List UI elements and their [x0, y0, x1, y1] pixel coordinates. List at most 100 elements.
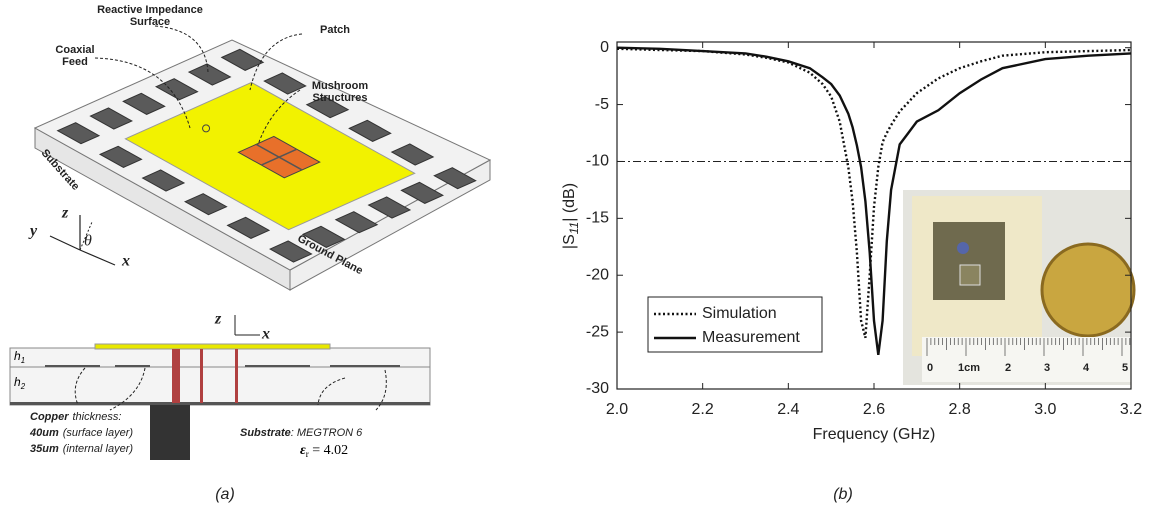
- photo-patch: [933, 222, 1005, 300]
- caption-b: (b): [833, 486, 853, 503]
- mushroom-gap: [261, 148, 298, 166]
- h2-label-sub: 2: [20, 382, 26, 391]
- substrate-material: : MEGTRON 6: [291, 427, 363, 439]
- theta-line: [79, 221, 93, 251]
- callout-arrow: [375, 369, 387, 411]
- eps-symbol: ε: [300, 443, 306, 458]
- axis-y: y: [28, 223, 38, 240]
- callout-arrow: [249, 33, 303, 91]
- ylabel-prefix: |S: [561, 234, 578, 249]
- y-tick-label: -15: [586, 210, 609, 227]
- substrate-word: Substrate: [240, 427, 291, 439]
- legend-label: Measurement: [702, 329, 800, 346]
- permittivity-label: εr = 4.02: [300, 443, 348, 459]
- y-axis-label: |S11| (dB): [561, 183, 581, 249]
- ris-cell: [305, 96, 350, 119]
- label-feed: Coaxial: [55, 44, 94, 56]
- l40-value: 40um: [29, 427, 59, 439]
- x-tick-label: 2.6: [863, 401, 885, 418]
- callout-arrow: [154, 25, 209, 73]
- axis-theta: θ: [84, 233, 92, 250]
- label-ris: Reactive Impedance: [97, 4, 203, 16]
- x-tick-label: 2.2: [692, 401, 714, 418]
- ris-cell: [226, 216, 271, 239]
- ris-cell: [220, 48, 265, 71]
- s11-chart: (b) 0 1cm 2 3 4 5 2.0 2.2 2.4 2.6 2.8 3.0 3.2 0 -5 -10 -1…: [561, 39, 1142, 503]
- l40-note: (surface layer): [63, 427, 134, 439]
- ris-cell: [122, 92, 166, 115]
- ylabel-suffix: | (dB): [561, 183, 578, 222]
- via: [235, 349, 238, 403]
- axis-arrow: [79, 249, 116, 266]
- copper-label: Copper thickness:: [30, 411, 121, 423]
- l35-value: 35um: [30, 443, 59, 455]
- ruler-label: 0: [927, 362, 933, 374]
- y-tick-label: 0: [600, 39, 609, 56]
- ruler-label: 4: [1083, 362, 1090, 374]
- ris-cell: [433, 167, 477, 190]
- ruler-label: 2: [1005, 362, 1011, 374]
- label-mushroom: Mushroom: [312, 80, 368, 92]
- y-tick-label: -20: [586, 266, 609, 283]
- label-mushroom: Structures: [312, 92, 367, 104]
- ris-cell: [268, 240, 313, 263]
- callout-arrow: [317, 377, 346, 406]
- coax: [150, 405, 190, 460]
- feed: [202, 124, 211, 133]
- section-substrate: [9, 347, 431, 406]
- photo-mushroom: [959, 264, 981, 286]
- l35-note: (internal layer): [63, 443, 134, 455]
- ris-cell: [301, 225, 346, 248]
- h2-label-base: h: [14, 375, 21, 389]
- photo-feed: [957, 242, 969, 254]
- x-tick-label: 2.0: [606, 401, 628, 418]
- ruler-label: 5: [1122, 362, 1128, 374]
- legend-label: Simulation: [702, 305, 777, 322]
- ris-cell: [263, 72, 307, 95]
- x-tick-label: 2.8: [949, 401, 971, 418]
- h1-label-base: h: [14, 349, 21, 363]
- series-line: [616, 46, 1132, 356]
- x-tick-label: 3.0: [1034, 401, 1056, 418]
- ris-cell: [98, 145, 143, 168]
- ylabel-sub: 11: [567, 222, 581, 234]
- copper-l40: 40um (surface layer): [29, 427, 133, 439]
- axis-arrow: [49, 235, 81, 251]
- ris-cell: [141, 169, 186, 192]
- callout-arrow: [74, 367, 86, 406]
- ris-cell: [154, 78, 199, 101]
- ris-cell: [390, 143, 435, 166]
- h2-label: h2: [14, 375, 26, 391]
- ris-cell: [56, 122, 101, 145]
- legend-box: [647, 296, 823, 353]
- y-tick-label: -25: [586, 323, 609, 340]
- y-tick-label: -10: [586, 153, 609, 170]
- callout-arrow: [257, 89, 301, 146]
- photo-coin: [1040, 242, 1136, 338]
- h1-label: h1: [14, 349, 25, 365]
- y-tick-label: -30: [586, 380, 609, 397]
- via: [200, 349, 203, 403]
- ris-cell: [400, 181, 444, 204]
- substrate-label: Substrate: MEGTRON 6: [240, 427, 363, 439]
- photo-ruler: [922, 337, 1131, 382]
- axis-z: z: [61, 205, 69, 222]
- copper-l35: 35um (internal layer): [30, 443, 133, 455]
- h1-label-sub: 1: [21, 356, 25, 365]
- copper-word: Copper: [30, 411, 69, 423]
- label-patch: Patch: [320, 24, 350, 36]
- copper-thickness: thickness:: [73, 411, 122, 423]
- ris-cell: [348, 119, 392, 142]
- x-tick-label: 3.2: [1120, 401, 1142, 418]
- ris-cell: [89, 107, 133, 130]
- callout-arrow: [109, 367, 146, 411]
- axis-x: x: [121, 253, 130, 270]
- axis-x: x: [261, 326, 270, 343]
- via: [172, 349, 180, 403]
- label-ris: Surface: [130, 16, 170, 28]
- y-tick-label: -5: [595, 96, 609, 113]
- x-axis-label: Frequency (GHz): [813, 426, 936, 443]
- axis-z: z: [214, 311, 222, 328]
